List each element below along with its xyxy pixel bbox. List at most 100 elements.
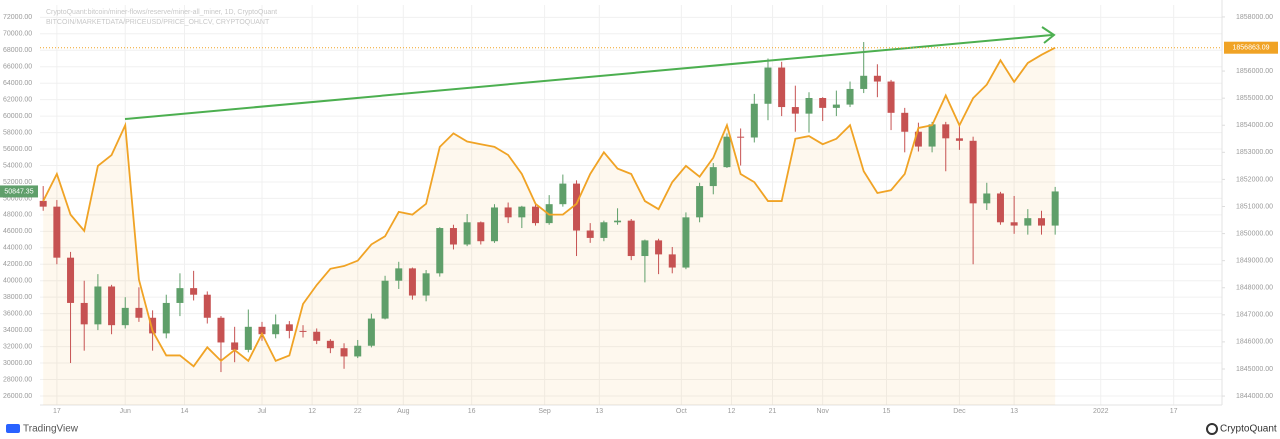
y2-tick-label: 1847000.00	[1236, 312, 1273, 319]
candle-body	[436, 228, 444, 274]
y-tick-label: 30000.00	[3, 360, 32, 367]
candle-body	[490, 207, 498, 242]
trend-arrow-head	[1041, 26, 1056, 44]
y-tick-label: 70000.00	[3, 31, 32, 38]
x-tick-label: 22	[354, 408, 362, 415]
candle-body	[108, 286, 116, 326]
candle-body	[737, 136, 745, 138]
candle-body	[805, 98, 813, 114]
y2-tick-label: 1850000.00	[1236, 230, 1273, 237]
candle-body	[203, 294, 211, 318]
candle-body	[518, 206, 526, 218]
candle-body	[39, 200, 47, 207]
candle-body	[600, 222, 608, 238]
y-tick-label: 32000.00	[3, 343, 32, 350]
y2-tick-label: 1858000.00	[1236, 14, 1273, 21]
y-tick-label: 72000.00	[3, 14, 32, 21]
series-line	[42, 46, 1056, 368]
last-value-label: 1856863.09	[1233, 45, 1270, 52]
candle-body	[381, 280, 389, 319]
candle-body	[614, 220, 622, 223]
candle-body	[996, 193, 1004, 223]
candle-body	[162, 302, 170, 334]
y-tick-label: 40000.00	[3, 278, 32, 285]
candle-body	[532, 206, 540, 224]
candle-body	[449, 228, 457, 245]
candle-body	[641, 240, 649, 257]
candle-body	[53, 206, 61, 258]
x-tick-label: 21	[769, 408, 777, 415]
y-tick-label: 38000.00	[3, 294, 32, 301]
candle-body	[778, 67, 786, 108]
candle-body	[969, 140, 977, 204]
y-tick-label: 36000.00	[3, 310, 32, 317]
candle-body	[942, 124, 950, 139]
candle-body	[395, 268, 403, 281]
y2-tick-label: 1846000.00	[1236, 339, 1273, 346]
candle-body	[1010, 222, 1018, 226]
x-tick-label: Jul	[258, 408, 267, 415]
candle-body	[354, 345, 362, 357]
x-tick-label: 17	[53, 408, 61, 415]
y-tick-label: 48000.00	[3, 212, 32, 219]
x-tick-label: 12	[728, 408, 736, 415]
y-tick-label: 54000.00	[3, 162, 32, 169]
candle-body	[709, 167, 717, 187]
candle-body	[668, 254, 676, 268]
candle-body	[696, 186, 704, 218]
candle-body	[1051, 191, 1059, 226]
candle-body	[258, 326, 266, 335]
y-tick-label: 46000.00	[3, 228, 32, 235]
y-tick-label: 68000.00	[3, 47, 32, 54]
tradingview-logo: TradingView	[6, 424, 79, 435]
candle-body	[422, 273, 430, 296]
candle-body	[723, 136, 731, 168]
y-tick-label: 28000.00	[3, 376, 32, 383]
candle-body	[901, 112, 909, 132]
y-tick-label: 52000.00	[3, 179, 32, 186]
x-tick-label: 13	[1010, 408, 1018, 415]
candle-body	[285, 324, 293, 331]
footer-left: TradingView	[23, 424, 79, 435]
y-tick-label: 64000.00	[3, 80, 32, 87]
candle-body	[559, 183, 567, 205]
y-tick-label: 58000.00	[3, 129, 32, 136]
x-tick-label: 2022	[1093, 408, 1109, 415]
candle-body	[791, 107, 799, 114]
y-tick-label: 42000.00	[3, 261, 32, 268]
candle-body	[67, 257, 75, 303]
candle-body	[217, 317, 225, 343]
y2-tick-label: 1845000.00	[1236, 366, 1273, 373]
y2-tick-label: 1854000.00	[1236, 122, 1273, 129]
candle-body	[573, 183, 581, 231]
candle-body	[928, 124, 936, 147]
candle-body	[340, 348, 348, 357]
candle-body	[313, 331, 321, 341]
y2-tick-label: 1851000.00	[1236, 203, 1273, 210]
candle-body	[627, 220, 635, 257]
candle-body	[819, 98, 827, 108]
y2-tick-label: 1856000.00	[1236, 68, 1273, 75]
trend-arrow	[124, 34, 1053, 120]
plot-background	[40, 5, 1222, 405]
y2-tick-label: 1852000.00	[1236, 176, 1273, 183]
candle-body	[80, 302, 88, 325]
y-tick-label: 62000.00	[3, 96, 32, 103]
candle-body	[846, 88, 854, 105]
y-tick-label: 44000.00	[3, 245, 32, 252]
y2-tick-label: 1849000.00	[1236, 257, 1273, 264]
candle-body	[477, 222, 485, 242]
candle-body	[873, 75, 881, 82]
candle-body	[860, 75, 868, 89]
candle-body	[299, 330, 307, 332]
candle-body	[914, 131, 922, 147]
y-tick-label: 56000.00	[3, 146, 32, 153]
candle-body	[135, 307, 143, 318]
legend-candles: BITCOIN/MARKETDATA/PRICEUSD/PRICE_OHLCV,…	[46, 19, 270, 26]
candle-body	[1037, 218, 1045, 226]
cryptoquant-logo: CryptoQuant	[1206, 423, 1277, 435]
candle-body	[1024, 218, 1032, 226]
last-price-tag	[0, 185, 38, 198]
candle-body	[983, 193, 991, 204]
candle-body	[832, 104, 840, 108]
